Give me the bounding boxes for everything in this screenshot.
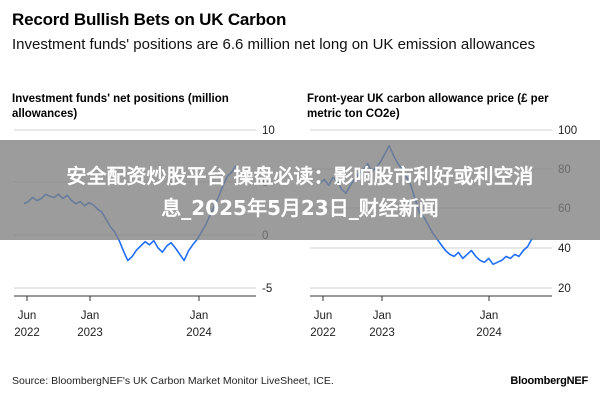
right-x-tick-month: Jan	[480, 310, 499, 322]
overlay-line-1: 安全配资炒股平台 操盘必读：影响股市利好或利空消	[66, 164, 534, 188]
right-x-tick-year: 2023	[369, 327, 395, 339]
left-y-tick-label: 10	[262, 125, 275, 137]
left-x-tick-month: Jun	[18, 310, 37, 322]
right-y-tick-label: 40	[558, 243, 571, 255]
right-x-tick-year: 2022	[310, 327, 336, 339]
left-y-tick-label: -5	[262, 283, 272, 295]
overlay-banner-text: 安全配资炒股平台 操盘必读：影响股市利好或利空消 息_2025年5月23日_财经…	[0, 160, 600, 224]
left-x-tick-year: 2024	[186, 327, 212, 339]
chart-subtitle: Investment funds' positions are 6.6 mill…	[12, 36, 536, 53]
right-y-tick-label: 20	[558, 283, 571, 295]
left-panel-title: Investment funds' net positions (million…	[12, 93, 229, 120]
right-y-tick-label: 100	[558, 125, 577, 137]
overlay-line-2: 息_2025年5月23日_财经新闻	[161, 196, 439, 220]
left-x-tick-month: Jan	[190, 310, 209, 322]
source-note: Source: BloombergNEF's UK Carbon Market …	[12, 375, 334, 387]
overlay-banner	[0, 140, 600, 240]
right-x-tick-year: 2024	[476, 327, 502, 339]
right-x-tick-month: Jan	[373, 310, 392, 322]
chart-title: Record Bullish Bets on UK Carbon	[12, 10, 287, 29]
left-x-tick-year: 2022	[14, 327, 40, 339]
right-panel-title: Front-year UK carbon allowance price (£ …	[307, 93, 549, 120]
brand-logo: BloombergNEF	[510, 375, 588, 387]
right-x-tick-month: Jun	[314, 310, 333, 322]
left-x-tick-year: 2023	[77, 327, 103, 339]
left-x-tick-month: Jan	[81, 310, 100, 322]
